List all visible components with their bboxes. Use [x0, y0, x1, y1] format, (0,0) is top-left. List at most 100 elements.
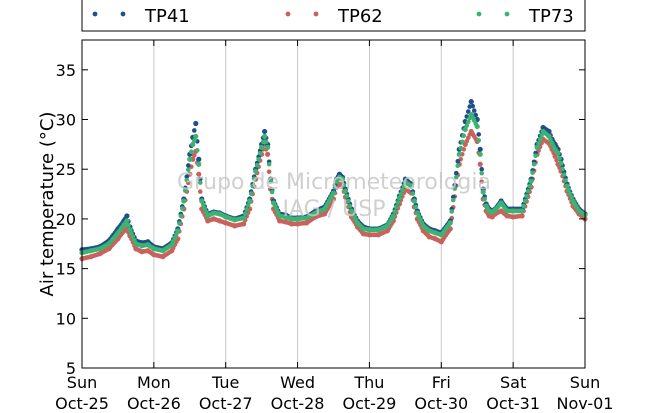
- trail-dot: [461, 133, 467, 138]
- trail-dot: [251, 176, 257, 181]
- watermark: Grupo de Micrometeorologia IAG / USP: [177, 170, 491, 222]
- x-tick-date: Oct-26: [127, 394, 181, 409]
- x-tick-date: Oct-31: [486, 394, 540, 409]
- trail-dot: [453, 170, 459, 176]
- x-tick-date: Oct-30: [414, 394, 468, 409]
- legend-label: TP73: [528, 6, 574, 27]
- trail-dot: [320, 212, 326, 217]
- trail-dot: [464, 123, 470, 129]
- trail-dot: [185, 167, 191, 173]
- trail-dot: [202, 206, 208, 211]
- x-tick-day: Fri: [432, 373, 451, 392]
- trail-dot: [479, 166, 485, 172]
- legend: TP41 TP62 TP73: [81, 0, 586, 32]
- data-point: [259, 144, 265, 150]
- trail-dot: [197, 189, 203, 194]
- trail-dot: [563, 178, 568, 183]
- trail-dot: [180, 206, 185, 211]
- y-tick-label: 15: [56, 260, 76, 279]
- trail-dot: [353, 217, 359, 223]
- data-point: [193, 133, 199, 140]
- trail-dot: [446, 222, 452, 228]
- trail-dot: [239, 215, 245, 221]
- trail-dot: [561, 172, 567, 177]
- trail-dot: [203, 209, 209, 215]
- x-tick-date: Nov-01: [557, 394, 614, 409]
- legend-marker: [313, 11, 319, 17]
- trail-dot: [320, 207, 326, 212]
- trail-dot: [168, 249, 173, 255]
- data-point: [265, 144, 271, 150]
- y-tick-label: 20: [56, 210, 76, 229]
- trail-dot: [566, 187, 571, 193]
- trail-dot: [332, 184, 338, 190]
- trail-dot: [197, 180, 203, 185]
- trail-dot: [389, 216, 395, 221]
- trail-dot: [400, 187, 405, 193]
- legend-label: TP62: [337, 6, 383, 27]
- y-tick-label: 10: [56, 309, 76, 328]
- data-point: [262, 128, 268, 135]
- trail-dot: [539, 133, 544, 138]
- trail-dot: [452, 186, 458, 191]
- x-tick-day: Wed: [280, 373, 315, 392]
- data-point: [247, 198, 253, 204]
- data-point: [528, 178, 534, 184]
- trail-dot: [527, 183, 532, 189]
- trail-dot: [347, 203, 353, 209]
- trail-dot: [453, 174, 459, 180]
- y-tick-label: 30: [56, 111, 76, 130]
- trail-dot: [257, 151, 263, 156]
- x-tick-date: Oct-25: [55, 394, 109, 409]
- x-tick-day: Tue: [211, 373, 239, 392]
- trail-dot: [171, 238, 176, 244]
- legend-marker: [285, 11, 291, 17]
- trail-dot: [248, 191, 254, 196]
- trail-dot: [188, 149, 194, 155]
- data-point: [181, 198, 187, 204]
- trail-dot: [455, 163, 461, 169]
- plot-border: [81, 39, 586, 369]
- legend-marker: [504, 11, 510, 17]
- trail-dot: [479, 179, 485, 184]
- trail-dot: [537, 137, 543, 142]
- y-tick-label: 5: [66, 359, 76, 378]
- trail-dot: [394, 204, 399, 210]
- trail-dot: [185, 163, 191, 168]
- data-point: [468, 99, 474, 105]
- trail-dot: [452, 182, 458, 188]
- trail-dot: [275, 210, 281, 215]
- trail-dot: [524, 193, 529, 199]
- trail-dot: [242, 211, 248, 216]
- trail-dot: [569, 194, 574, 200]
- trail-dot: [105, 242, 110, 247]
- data-point: [558, 160, 564, 166]
- grid-lines: [153, 40, 514, 368]
- legend-frame: [81, 0, 586, 32]
- data-point: [534, 144, 540, 150]
- trail-dot: [194, 148, 200, 153]
- data-point: [265, 151, 271, 157]
- trail-dot: [184, 177, 190, 183]
- trail-dot: [482, 196, 487, 202]
- data-point: [193, 120, 199, 127]
- trail-dot: [114, 232, 119, 237]
- watermark-line-2: IAG / USP: [283, 197, 386, 222]
- trail-dot: [392, 209, 398, 214]
- trail-dot: [398, 191, 404, 197]
- x-tick-day: Sun: [67, 373, 97, 392]
- legend-label: TP41: [144, 6, 190, 27]
- data-point: [262, 133, 268, 140]
- trail-dot: [126, 223, 131, 228]
- trail-dot: [554, 149, 559, 154]
- trail-dot: [479, 170, 485, 176]
- data-point: [187, 156, 193, 162]
- trail-dot: [410, 191, 416, 196]
- data-point: [396, 195, 402, 201]
- legend-marker: [476, 11, 482, 17]
- trail-dot: [191, 138, 197, 143]
- trail-dot: [485, 206, 490, 211]
- trail-dot: [470, 103, 476, 109]
- plot-area: Grupo de Micrometeorologia IAG / USP 5 10…: [55, 39, 614, 413]
